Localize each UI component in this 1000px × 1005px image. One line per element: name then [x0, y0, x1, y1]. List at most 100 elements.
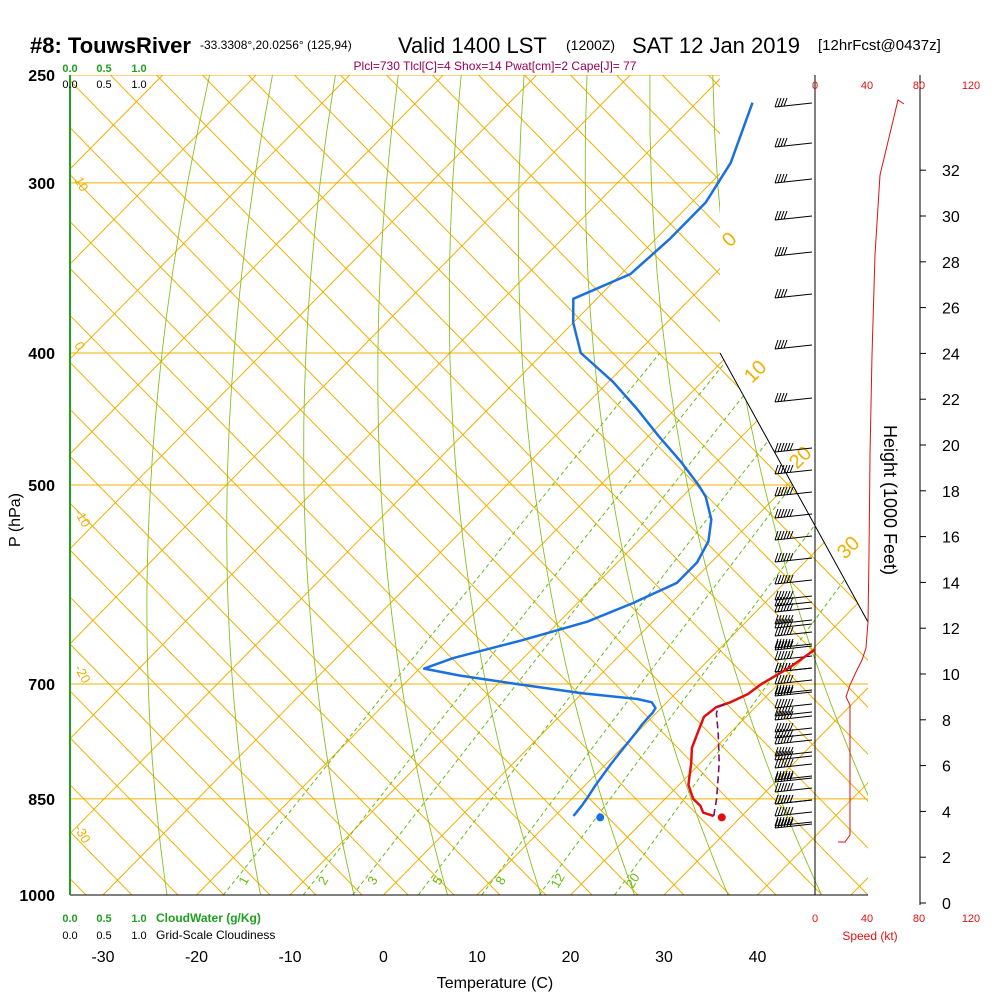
- sounding-series: [424, 103, 1000, 822]
- speed-tick-label-bottom: 80: [913, 913, 925, 925]
- wind-barb-staff: [775, 580, 812, 584]
- wind-barb-feather: [778, 627, 781, 636]
- temperature-tick-label: 0: [379, 949, 388, 966]
- wind-barb-staff: [775, 179, 812, 183]
- height-tick-label: 30: [942, 209, 960, 226]
- wind-barb-feather: [790, 783, 793, 791]
- wind-barb-feather: [775, 807, 778, 816]
- dry-adiabat-line: [964, 75, 1000, 895]
- wind-barb-feather: [784, 783, 787, 791]
- dewpoint-surface-point: [596, 813, 604, 821]
- speed-tick-label-bottom: 120: [962, 913, 980, 925]
- wind-barb-feather: [778, 247, 781, 256]
- wind-barb-staff: [775, 398, 812, 402]
- wind-barb-feather: [781, 509, 784, 517]
- dry-adiabat-line: [839, 75, 1000, 895]
- height-axis-label: Height (1000 Feet): [880, 425, 900, 575]
- height-tick-label: 2: [942, 850, 951, 867]
- cloudiness-tick-top: 0.0: [62, 79, 77, 91]
- cloudwater-tick-top: 1.0: [131, 63, 146, 75]
- valid-time: Valid 1400 LST: [398, 33, 547, 58]
- wind-barb-feather: [778, 211, 781, 220]
- height-tick-label: 32: [942, 163, 960, 180]
- wind-barb-staff: [775, 812, 812, 816]
- wind-barb-feather: [778, 289, 781, 298]
- mixing-ratio-label: 3: [364, 874, 381, 888]
- height-tick-label: 12: [942, 621, 960, 638]
- wind-barb-feather: [775, 575, 778, 584]
- wind-barb-staff: [775, 345, 812, 349]
- wind-barb-feather: [784, 211, 787, 219]
- wind-barb-feather: [790, 509, 793, 517]
- wind-barb-feather: [787, 759, 790, 767]
- height-tick-label: 20: [942, 438, 960, 455]
- temperature-tick-label: 40: [749, 949, 767, 966]
- wind-barb-feather: [775, 289, 778, 298]
- wind-barb-feather: [790, 465, 793, 473]
- pressure-tick-label: 850: [28, 792, 55, 809]
- height-tick-label: 4: [942, 804, 951, 821]
- wind-barb-feather: [787, 443, 790, 451]
- wind-barb-feather: [784, 651, 787, 659]
- mixing-ratio-label: 5: [429, 874, 446, 888]
- stability-indices: Plcl=730 Tlcl[C]=4 Shox=14 Pwat[cm]=2 Ca…: [354, 59, 637, 73]
- wind-barb-staff: [775, 716, 812, 720]
- wind-barb-feather: [775, 211, 778, 220]
- wind-barb-feather: [784, 174, 787, 182]
- temperature-tick-label: -10: [278, 949, 301, 966]
- wind-barb-feather: [778, 465, 781, 474]
- isotherm-label: 30: [833, 532, 864, 563]
- wind-barb-staff: [775, 216, 812, 220]
- height-tick-label: 6: [942, 759, 951, 776]
- pressure-tick-label: 250: [28, 68, 55, 85]
- height-tick-label: 24: [942, 346, 960, 363]
- isotherm-label: -30: [71, 822, 93, 846]
- wind-barb-feather: [787, 509, 790, 517]
- cloudwater-label: CloudWater (g/Kg): [156, 911, 261, 925]
- height-tick-label: 18: [942, 484, 960, 501]
- wind-barb-feather: [778, 575, 781, 584]
- wind-barb-feather: [781, 247, 784, 255]
- wind-barb-feather: [784, 443, 787, 451]
- pressure-tick-label: 400: [28, 346, 55, 363]
- speed-tick-label-bottom: 40: [861, 913, 873, 925]
- wind-barb-feather: [778, 393, 781, 402]
- wind-barb-feather: [778, 509, 781, 518]
- wind-barb-staff: [775, 608, 812, 612]
- wind-barb-feather: [775, 553, 778, 562]
- wind-barb-feather: [775, 663, 778, 672]
- wind-barb-feather: [778, 340, 781, 349]
- temperature-tick-label: -20: [185, 949, 208, 966]
- cloudwater-tick-bottom: 1.0: [131, 913, 146, 925]
- wind-barb-staff: [775, 143, 812, 147]
- speed-tick-label-top: 0: [812, 80, 818, 92]
- wind-barb-feather: [778, 138, 781, 147]
- wind-barb-feather: [784, 247, 787, 255]
- y-axis-label: P (hPa): [7, 493, 24, 547]
- height-tick-label: 26: [942, 301, 960, 318]
- mixing-ratio-line: [303, 353, 732, 895]
- isotherm-label: 0: [718, 228, 741, 251]
- wind-barb-feather: [781, 783, 784, 791]
- isotherm-label: 0: [71, 339, 88, 353]
- cloudwater-tick-bottom: 0.5: [96, 913, 111, 925]
- pressure-tick-label: 700: [28, 677, 55, 694]
- wind-barb-feather: [787, 465, 790, 473]
- wind-barb-feather: [775, 340, 778, 349]
- wind-barb-feather: [778, 807, 781, 816]
- cloudwater-tick-top: 0.0: [62, 63, 77, 75]
- wind-barb-feather: [781, 98, 784, 106]
- cloudwater-tick-top: 0.5: [96, 63, 111, 75]
- wind-barb-feather: [775, 393, 778, 402]
- forecast-info: [12hrFcst@0437z]: [818, 37, 941, 54]
- speed-axis-label: Speed (kt): [842, 929, 897, 943]
- wind-barb-staff: [775, 536, 812, 540]
- wind-barb-feather: [787, 553, 790, 561]
- wind-barb-feather: [781, 289, 784, 297]
- wind-barb-feather: [784, 289, 787, 297]
- cloudiness-tick-bottom: 0.5: [96, 930, 111, 942]
- wind-barb-feather: [784, 531, 787, 539]
- station-title: #8: TouwsRiver: [30, 33, 191, 58]
